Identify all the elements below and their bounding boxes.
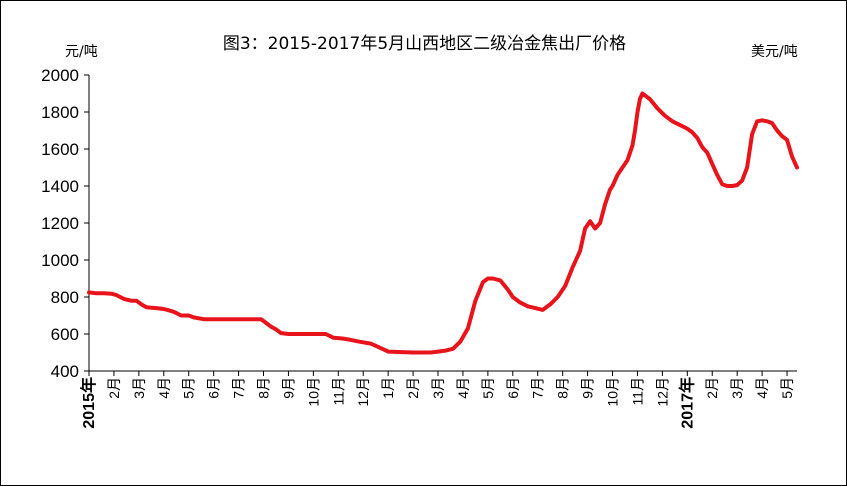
y-tick-label-1400: 1400 xyxy=(41,177,79,196)
y-axis-ticks: 400 600 800 1000 1200 1400 1600 1800 2000 xyxy=(41,66,89,381)
x-axis-ticks: 2015年 2月 3月 4月 5月 6月 7月 8月 9月 10月 11月 12月 1月 2月 3月 4月 5月… xyxy=(79,371,795,429)
right-axis-unit: 美元/吨 xyxy=(751,44,798,60)
x-tick-label-4: 5月 xyxy=(181,377,197,399)
x-tick-label-10: 11月 xyxy=(330,377,346,406)
y-tick-label-1200: 1200 xyxy=(41,214,79,233)
x-tick-label-23: 12月 xyxy=(654,377,670,407)
y-tick-label-1600: 1600 xyxy=(41,140,79,159)
x-tick-label-6: 7月 xyxy=(231,377,247,399)
x-tick-label-1: 2月 xyxy=(106,377,122,399)
x-tick-label-28: 5月 xyxy=(779,377,795,399)
x-tick-label-11: 12月 xyxy=(355,377,371,407)
x-tick-label-8: 9月 xyxy=(280,377,296,399)
x-tick-label-9: 10月 xyxy=(305,377,321,407)
y-tick-label-2000: 2000 xyxy=(41,66,79,85)
x-tick-label-3: 4月 xyxy=(156,377,172,399)
axes xyxy=(88,75,797,372)
x-tick-label-15: 4月 xyxy=(455,377,471,399)
x-tick-label-20: 9月 xyxy=(580,377,596,399)
x-tick-label-16: 5月 xyxy=(480,377,496,399)
y-tick-label-1800: 1800 xyxy=(41,103,79,122)
chart-title: 图3：2015-2017年5月山西地区二级冶金焦出厂价格 xyxy=(222,34,627,54)
x-tick-label-24: 2017年 xyxy=(677,377,696,429)
x-tick-label-19: 8月 xyxy=(555,377,571,399)
series-group xyxy=(87,91,799,355)
series-line-0 xyxy=(87,91,799,355)
x-tick-label-0: 2015年 xyxy=(79,377,98,429)
x-tick-label-14: 3月 xyxy=(430,377,446,399)
x-tick-label-22: 11月 xyxy=(629,377,645,406)
x-tick-label-2: 3月 xyxy=(131,377,147,399)
x-tick-label-25: 2月 xyxy=(704,377,720,399)
x-tick-label-17: 6月 xyxy=(505,377,521,399)
x-tick-label-12: 1月 xyxy=(380,377,396,399)
x-tick-label-21: 10月 xyxy=(605,377,621,407)
x-tick-label-18: 7月 xyxy=(530,377,546,399)
x-tick-label-5: 6月 xyxy=(206,377,222,399)
left-axis-unit: 元/吨 xyxy=(65,44,98,60)
x-tick-label-13: 2月 xyxy=(405,377,421,399)
x-tick-label-7: 8月 xyxy=(256,377,272,399)
x-tick-label-27: 4月 xyxy=(754,377,770,399)
y-tick-label-400: 400 xyxy=(51,362,79,381)
x-tick-label-26: 3月 xyxy=(729,377,745,399)
y-tick-label-600: 600 xyxy=(51,325,79,344)
y-tick-label-1000: 1000 xyxy=(41,251,79,270)
y-tick-label-800: 800 xyxy=(51,288,79,307)
